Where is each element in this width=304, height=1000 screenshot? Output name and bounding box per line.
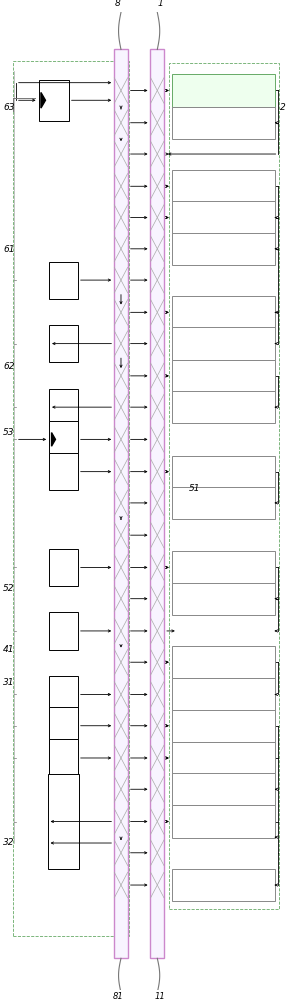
Bar: [172, 678, 275, 711]
Text: 51: 51: [188, 484, 200, 493]
Bar: [172, 773, 275, 805]
Bar: [172, 201, 275, 234]
Bar: [172, 296, 275, 328]
Bar: [49, 325, 78, 362]
Text: 61: 61: [3, 245, 15, 254]
Text: 41: 41: [3, 645, 15, 654]
Bar: [172, 551, 275, 584]
Text: 62: 62: [3, 362, 15, 371]
Polygon shape: [52, 433, 55, 446]
Bar: [49, 389, 78, 426]
Bar: [49, 421, 78, 458]
Bar: [169, 63, 279, 909]
Text: 81: 81: [112, 992, 123, 1000]
Bar: [172, 170, 275, 202]
Text: 11: 11: [155, 992, 166, 1000]
Bar: [172, 646, 275, 678]
Bar: [39, 80, 69, 121]
Text: 1: 1: [157, 0, 163, 8]
Bar: [172, 456, 275, 488]
Bar: [48, 774, 79, 869]
Bar: [172, 487, 275, 519]
Bar: [172, 327, 275, 360]
Text: 8: 8: [115, 0, 121, 8]
Bar: [172, 710, 275, 742]
Bar: [13, 61, 129, 936]
Text: 53: 53: [3, 428, 15, 437]
Bar: [172, 391, 275, 423]
Bar: [49, 262, 78, 299]
Text: 63: 63: [3, 103, 15, 112]
Bar: [49, 707, 78, 744]
Bar: [172, 869, 275, 901]
Bar: [49, 453, 78, 490]
Text: 32: 32: [3, 838, 15, 847]
Bar: [150, 49, 164, 958]
Bar: [172, 107, 275, 139]
Bar: [49, 739, 78, 777]
Bar: [172, 74, 275, 107]
Text: 31: 31: [3, 678, 15, 687]
Bar: [49, 549, 78, 586]
Text: 52: 52: [3, 584, 15, 593]
Bar: [172, 805, 275, 838]
Bar: [172, 360, 275, 392]
Bar: [172, 583, 275, 615]
Text: 2: 2: [280, 103, 286, 112]
Bar: [172, 742, 275, 774]
Bar: [49, 676, 78, 713]
Bar: [49, 612, 78, 650]
Polygon shape: [41, 92, 46, 108]
Bar: [172, 233, 275, 265]
Bar: [114, 49, 128, 958]
